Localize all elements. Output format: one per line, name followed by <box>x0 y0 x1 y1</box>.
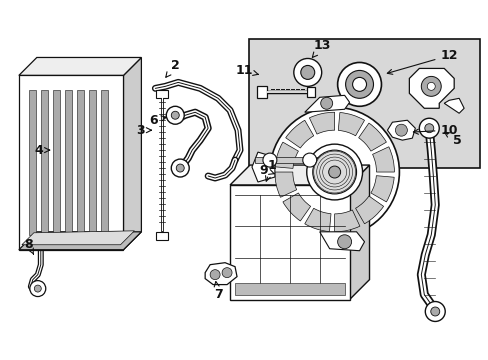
Bar <box>88 90 95 235</box>
Circle shape <box>424 124 433 133</box>
Circle shape <box>345 71 373 98</box>
Polygon shape <box>443 98 463 113</box>
Polygon shape <box>19 58 141 75</box>
Circle shape <box>427 82 434 90</box>
Circle shape <box>302 153 316 167</box>
Text: 13: 13 <box>312 39 331 58</box>
Polygon shape <box>229 165 369 185</box>
Polygon shape <box>22 231 134 245</box>
Circle shape <box>171 159 189 177</box>
Bar <box>254 157 344 163</box>
Polygon shape <box>319 232 364 251</box>
Circle shape <box>293 58 321 86</box>
Bar <box>77 90 83 235</box>
Text: 5: 5 <box>444 132 461 147</box>
Bar <box>156 232 168 240</box>
Bar <box>248 39 479 168</box>
Wedge shape <box>370 176 393 202</box>
Bar <box>64 90 72 235</box>
Bar <box>256 86 266 98</box>
Wedge shape <box>274 172 296 197</box>
Text: 10: 10 <box>412 124 457 137</box>
Circle shape <box>176 164 184 172</box>
Circle shape <box>210 270 220 280</box>
Circle shape <box>337 62 381 106</box>
Circle shape <box>30 280 46 297</box>
Wedge shape <box>304 208 330 231</box>
Polygon shape <box>408 68 453 108</box>
Bar <box>156 90 168 98</box>
Circle shape <box>328 166 340 178</box>
Wedge shape <box>309 112 334 134</box>
Wedge shape <box>275 142 298 168</box>
Polygon shape <box>123 58 141 250</box>
Text: 1: 1 <box>265 158 276 181</box>
Bar <box>41 90 48 235</box>
Circle shape <box>337 235 351 249</box>
Bar <box>101 90 107 235</box>
Text: 3: 3 <box>136 124 151 137</box>
Polygon shape <box>386 120 414 140</box>
Circle shape <box>395 124 407 136</box>
Text: 6: 6 <box>149 114 166 127</box>
Bar <box>306 87 314 97</box>
Circle shape <box>34 285 41 292</box>
Circle shape <box>430 307 439 316</box>
Circle shape <box>312 150 356 194</box>
Circle shape <box>300 66 314 80</box>
Wedge shape <box>355 196 383 224</box>
Circle shape <box>171 111 179 119</box>
Circle shape <box>421 76 440 96</box>
Text: 8: 8 <box>24 238 34 254</box>
Circle shape <box>263 153 276 167</box>
Text: 12: 12 <box>386 49 457 74</box>
Polygon shape <box>304 95 349 112</box>
Polygon shape <box>205 263 237 285</box>
Circle shape <box>419 118 438 138</box>
Text: 2: 2 <box>165 59 179 77</box>
Bar <box>229 185 349 300</box>
Text: 4: 4 <box>34 144 49 157</box>
Bar <box>235 283 344 294</box>
Polygon shape <box>251 152 274 182</box>
Wedge shape <box>372 147 394 172</box>
Text: 7: 7 <box>213 282 222 301</box>
Polygon shape <box>349 165 369 300</box>
Polygon shape <box>19 232 141 250</box>
Circle shape <box>306 144 362 200</box>
Text: 11: 11 <box>235 64 258 77</box>
Bar <box>29 90 36 235</box>
Wedge shape <box>283 193 310 221</box>
Circle shape <box>320 97 332 109</box>
Wedge shape <box>334 210 359 232</box>
Circle shape <box>352 77 366 91</box>
Circle shape <box>269 107 399 237</box>
Wedge shape <box>338 112 364 136</box>
Bar <box>19 75 123 250</box>
Circle shape <box>166 106 184 124</box>
Wedge shape <box>285 120 313 148</box>
Bar <box>53 90 60 235</box>
Wedge shape <box>358 123 386 151</box>
Circle shape <box>425 302 444 321</box>
Text: 9: 9 <box>259 163 274 176</box>
Circle shape <box>222 268 232 278</box>
